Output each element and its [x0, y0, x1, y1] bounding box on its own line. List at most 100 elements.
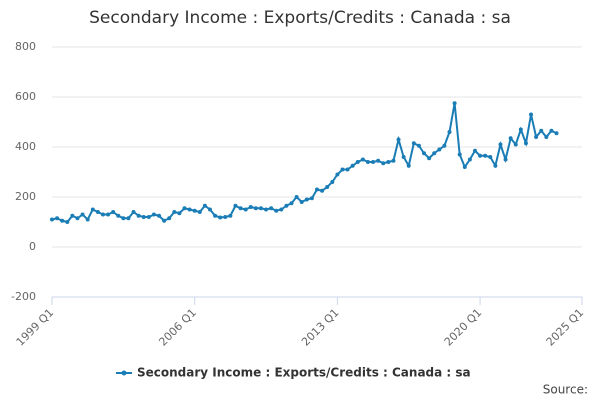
- data-point: [253, 206, 258, 211]
- data-point: [243, 207, 248, 212]
- data-point: [396, 137, 401, 142]
- data-point: [350, 163, 355, 168]
- data-point: [202, 203, 207, 208]
- data-point: [462, 165, 467, 169]
- data-point: [309, 196, 314, 201]
- data-point: [146, 215, 151, 219]
- data-point: [340, 167, 345, 172]
- data-point: [320, 188, 325, 193]
- data-point: [365, 160, 370, 164]
- chart-title: Secondary Income : Exports/Credits : Can…: [89, 8, 511, 28]
- data-point: [100, 212, 105, 217]
- data-point: [269, 206, 274, 211]
- y-tick-label: -200: [11, 290, 36, 303]
- data-point: [549, 128, 554, 133]
- data-point: [437, 147, 442, 152]
- data-point: [187, 207, 192, 212]
- data-point: [529, 112, 534, 117]
- data-point: [157, 213, 162, 218]
- series-line: [51, 103, 557, 224]
- data-point: [539, 128, 544, 133]
- data-point: [182, 206, 187, 211]
- data-point: [330, 180, 335, 184]
- data-point: [411, 141, 416, 146]
- data-point: [355, 160, 360, 164]
- x-tick-label: 2025 Q1: [544, 306, 587, 349]
- data-point: [121, 216, 126, 221]
- y-tick-label: 400: [15, 140, 36, 153]
- data-point: [401, 155, 406, 159]
- data-point: [289, 201, 294, 206]
- data-point: [141, 215, 146, 219]
- data-point: [452, 101, 457, 106]
- data-point: [544, 135, 549, 139]
- data-point: [534, 135, 539, 139]
- data-point: [131, 210, 136, 214]
- data-point: [111, 210, 116, 214]
- data-point: [258, 206, 263, 211]
- data-point: [325, 185, 330, 189]
- data-point: [90, 207, 95, 212]
- data-point: [284, 203, 289, 208]
- data-point: [386, 160, 391, 164]
- data-point: [391, 158, 396, 163]
- data-point: [151, 212, 156, 217]
- data-point: [218, 215, 223, 220]
- legend-label: Secondary Income : Exports/Credits : Can…: [137, 366, 471, 380]
- data-point: [432, 151, 437, 156]
- x-tick-label: 2020 Q1: [442, 306, 485, 349]
- data-point: [264, 207, 269, 212]
- y-tick-label: 0: [29, 240, 36, 253]
- data-point: [518, 127, 523, 132]
- data-point: [345, 167, 350, 172]
- data-point: [503, 157, 508, 162]
- data-point: [207, 207, 212, 212]
- data-point: [554, 131, 559, 136]
- data-point: [508, 136, 513, 141]
- y-tick-label: 600: [15, 90, 36, 103]
- data-point: [299, 200, 304, 204]
- data-point: [523, 141, 528, 146]
- data-point: [55, 216, 60, 221]
- data-point: [228, 213, 233, 218]
- x-tick-label: 1999 Q1: [14, 306, 57, 349]
- data-point: [381, 161, 386, 166]
- data-point: [233, 203, 238, 208]
- data-point: [167, 216, 172, 221]
- data-point: [416, 143, 421, 148]
- data-point: [192, 208, 197, 213]
- data-point: [50, 217, 54, 222]
- data-point: [457, 152, 462, 157]
- data-point: [442, 143, 447, 148]
- data-point: [85, 217, 90, 222]
- legend-marker: [121, 370, 127, 376]
- data-point: [371, 160, 376, 164]
- data-point: [136, 213, 141, 218]
- data-point: [274, 208, 279, 213]
- source: Source:: [543, 383, 588, 397]
- data-point: [248, 205, 253, 209]
- x-tick-label: 2013 Q1: [299, 306, 342, 349]
- data-point: [106, 212, 111, 217]
- data-point: [467, 157, 472, 162]
- data-point: [447, 130, 452, 134]
- data-point: [376, 158, 381, 163]
- data-point: [162, 218, 167, 223]
- data-point: [213, 213, 218, 218]
- data-point: [427, 156, 432, 161]
- data-point: [422, 151, 427, 156]
- data-point: [172, 210, 177, 214]
- data-point: [197, 210, 202, 214]
- data-point: [406, 163, 411, 168]
- data-point: [65, 220, 70, 224]
- data-point: [483, 153, 488, 158]
- y-tick-label: 800: [15, 40, 36, 53]
- data-point: [223, 215, 228, 219]
- data-point: [116, 213, 121, 218]
- data-point: [80, 212, 85, 217]
- data-point: [294, 195, 299, 199]
- data-point: [238, 206, 243, 211]
- data-point: [75, 216, 80, 221]
- data-point: [95, 210, 100, 214]
